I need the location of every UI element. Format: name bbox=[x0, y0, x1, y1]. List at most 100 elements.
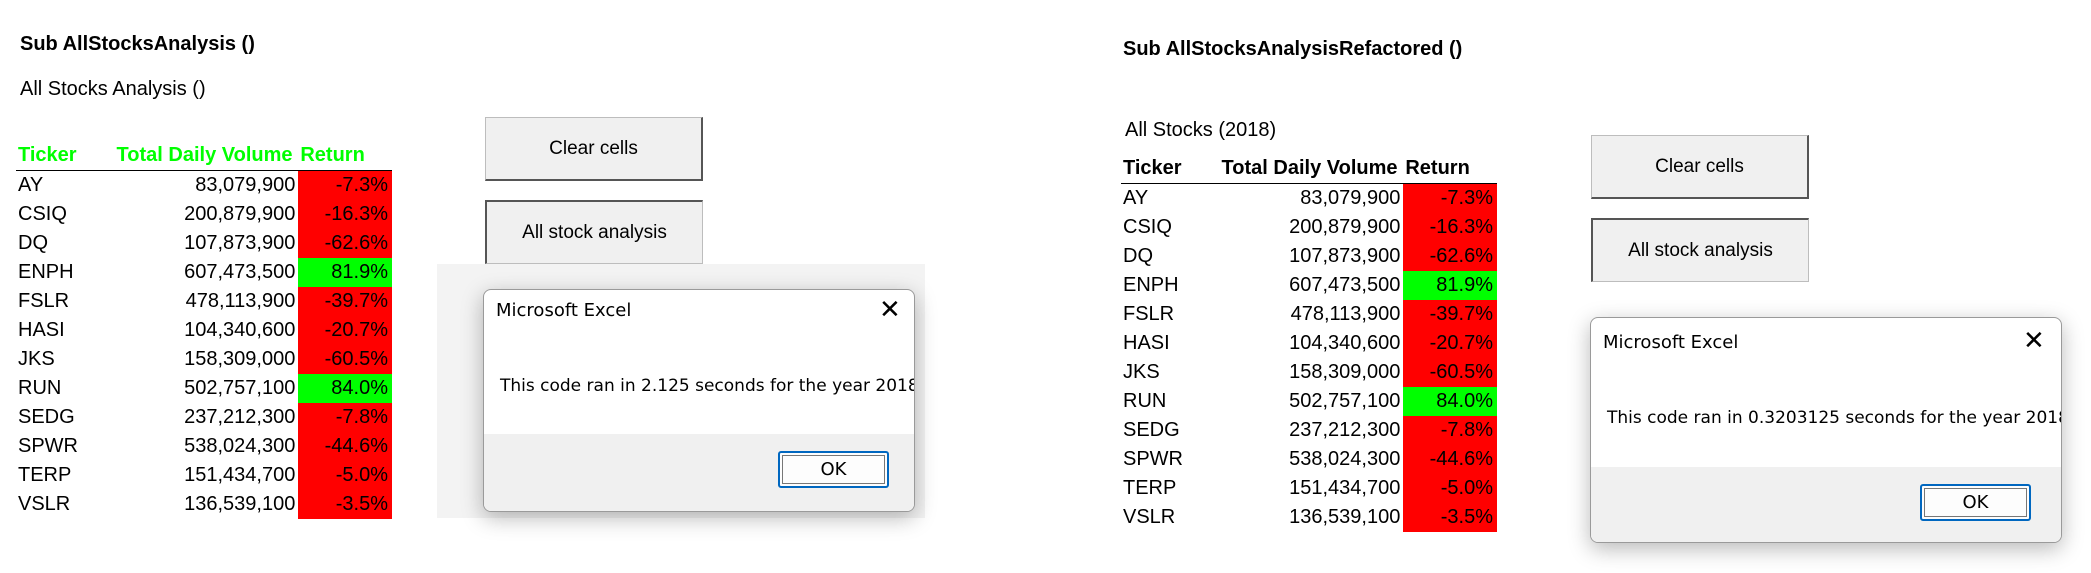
right-header-ticker: Ticker bbox=[1121, 154, 1220, 184]
ticker-cell: JKS bbox=[18, 348, 55, 370]
volume-cell: 83,079,900 bbox=[195, 174, 296, 196]
table-row: AY 83,079,900 -7.3% bbox=[1121, 183, 1497, 213]
volume-cell: 237,212,300 bbox=[184, 406, 296, 428]
left-header-ticker: Ticker bbox=[16, 141, 115, 171]
ticker-cell: JKS bbox=[1123, 361, 1160, 383]
ticker-cell: AY bbox=[1123, 187, 1149, 209]
table-row: FSLR 478,113,900 -39.7% bbox=[1121, 300, 1497, 329]
ticker-cell: FSLR bbox=[1123, 303, 1175, 325]
volume-cell: 136,539,100 bbox=[184, 493, 296, 515]
table-row: CSIQ 200,879,900 -16.3% bbox=[16, 200, 392, 229]
right-dialog-message: This code ran in 0.3203125 seconds for t… bbox=[1607, 408, 2062, 428]
right-stocks-table: Ticker Total Daily Volume Return AY 83,07… bbox=[1121, 154, 1497, 532]
volume-cell: 151,434,700 bbox=[184, 464, 296, 486]
return-cell: -16.3% bbox=[298, 200, 392, 229]
ticker-cell: HASI bbox=[18, 319, 65, 341]
table-row: DQ 107,873,900 -62.6% bbox=[16, 229, 392, 258]
return-cell: 81.9% bbox=[1403, 271, 1497, 300]
table-row: RUN 502,757,100 84.0% bbox=[1121, 387, 1497, 416]
return-cell: -3.5% bbox=[1403, 503, 1497, 532]
return-cell: -20.7% bbox=[298, 316, 392, 345]
ticker-cell: FSLR bbox=[18, 290, 70, 312]
left-stocks-table: Ticker Total Daily Volume Return AY 83,07… bbox=[16, 141, 392, 519]
return-cell: -62.6% bbox=[1403, 242, 1497, 271]
table-row: JKS 158,309,000 -60.5% bbox=[1121, 358, 1497, 387]
left-dialog-footer: OK bbox=[484, 434, 914, 511]
volume-cell: 136,539,100 bbox=[1289, 506, 1401, 528]
return-cell: -7.8% bbox=[1403, 416, 1497, 445]
return-cell: -39.7% bbox=[1403, 300, 1497, 329]
volume-cell: 478,113,900 bbox=[1290, 303, 1401, 325]
right-sub-title: Sub AllStocksAnalysisRefactored () bbox=[1123, 38, 1463, 60]
volume-cell: 538,024,300 bbox=[1289, 448, 1401, 470]
return-cell: -60.5% bbox=[298, 345, 392, 374]
close-icon[interactable]: ✕ bbox=[2023, 325, 2045, 355]
right-table-header-row: Ticker Total Daily Volume Return bbox=[1121, 154, 1497, 184]
right-ok-button[interactable]: OK bbox=[1920, 484, 2031, 521]
left-header-return: Return bbox=[298, 141, 392, 171]
volume-cell: 107,873,900 bbox=[184, 232, 296, 254]
return-cell: -7.3% bbox=[298, 170, 392, 200]
table-row: SPWR 538,024,300 -44.6% bbox=[16, 432, 392, 461]
ticker-cell: CSIQ bbox=[1123, 216, 1172, 238]
right-clear-cells-button[interactable]: Clear cells bbox=[1591, 135, 1809, 199]
ticker-cell: DQ bbox=[18, 232, 48, 254]
left-sub-title: Sub AllStocksAnalysis () bbox=[20, 33, 255, 55]
left-ok-button[interactable]: OK bbox=[778, 451, 889, 488]
close-icon[interactable]: ✕ bbox=[879, 294, 901, 324]
left-header-volume: Total Daily Volume bbox=[114, 141, 299, 171]
volume-cell: 502,757,100 bbox=[1289, 390, 1401, 412]
return-cell: -3.5% bbox=[298, 490, 392, 519]
volume-cell: 200,879,900 bbox=[1289, 216, 1401, 238]
return-cell: -39.7% bbox=[298, 287, 392, 316]
table-row: SPWR 538,024,300 -44.6% bbox=[1121, 445, 1497, 474]
ticker-cell: ENPH bbox=[1123, 274, 1179, 296]
return-cell: -16.3% bbox=[1403, 213, 1497, 242]
volume-cell: 607,473,500 bbox=[1289, 274, 1401, 296]
left-clear-cells-button[interactable]: Clear cells bbox=[485, 117, 703, 181]
volume-cell: 158,309,000 bbox=[1289, 361, 1401, 383]
ticker-cell: SPWR bbox=[1123, 448, 1183, 470]
table-row: DQ 107,873,900 -62.6% bbox=[1121, 242, 1497, 271]
volume-cell: 478,113,900 bbox=[185, 290, 296, 312]
return-cell: -20.7% bbox=[1403, 329, 1497, 358]
ticker-cell: CSIQ bbox=[18, 203, 67, 225]
left-all-stock-analysis-button[interactable]: All stock analysis bbox=[485, 200, 703, 264]
ticker-cell: RUN bbox=[18, 377, 62, 399]
ticker-cell: AY bbox=[18, 174, 44, 196]
table-row: JKS 158,309,000 -60.5% bbox=[16, 345, 392, 374]
volume-cell: 158,309,000 bbox=[184, 348, 296, 370]
volume-cell: 237,212,300 bbox=[1289, 419, 1401, 441]
table-row: CSIQ 200,879,900 -16.3% bbox=[1121, 213, 1497, 242]
right-header-return: Return bbox=[1403, 154, 1497, 184]
left-message-dialog: Microsoft Excel ✕ This code ran in 2.125… bbox=[483, 289, 915, 512]
ticker-cell: ENPH bbox=[18, 261, 74, 283]
return-cell: -5.0% bbox=[298, 461, 392, 490]
ticker-cell: VSLR bbox=[1123, 506, 1176, 528]
ticker-cell: HASI bbox=[1123, 332, 1170, 354]
table-row: HASI 104,340,600 -20.7% bbox=[1121, 329, 1497, 358]
right-all-stock-analysis-button[interactable]: All stock analysis bbox=[1591, 218, 1809, 282]
return-cell: 84.0% bbox=[1403, 387, 1497, 416]
volume-cell: 607,473,500 bbox=[184, 261, 296, 283]
table-row: VSLR 136,539,100 -3.5% bbox=[16, 490, 392, 519]
table-row: ENPH 607,473,500 81.9% bbox=[1121, 271, 1497, 300]
table-row: RUN 502,757,100 84.0% bbox=[16, 374, 392, 403]
volume-cell: 83,079,900 bbox=[1300, 187, 1401, 209]
table-row: VSLR 136,539,100 -3.5% bbox=[1121, 503, 1497, 532]
return-cell: -5.0% bbox=[1403, 474, 1497, 503]
right-sheet-title: All Stocks (2018) bbox=[1125, 119, 1277, 141]
left-table-header-row: Ticker Total Daily Volume Return bbox=[16, 141, 392, 171]
table-row: ENPH 607,473,500 81.9% bbox=[16, 258, 392, 287]
table-row: TERP 151,434,700 -5.0% bbox=[16, 461, 392, 490]
ticker-cell: SEDG bbox=[1123, 419, 1180, 441]
left-sheet-title: All Stocks Analysis () bbox=[20, 78, 206, 100]
ticker-cell: SEDG bbox=[18, 406, 75, 428]
left-dialog-message: This code ran in 2.125 seconds for the y… bbox=[500, 376, 915, 396]
return-cell: -7.3% bbox=[1403, 183, 1497, 213]
left-dialog-title: Microsoft Excel bbox=[496, 300, 632, 321]
ticker-cell: SPWR bbox=[18, 435, 78, 457]
table-row: TERP 151,434,700 -5.0% bbox=[1121, 474, 1497, 503]
return-cell: -62.6% bbox=[298, 229, 392, 258]
volume-cell: 502,757,100 bbox=[184, 377, 296, 399]
